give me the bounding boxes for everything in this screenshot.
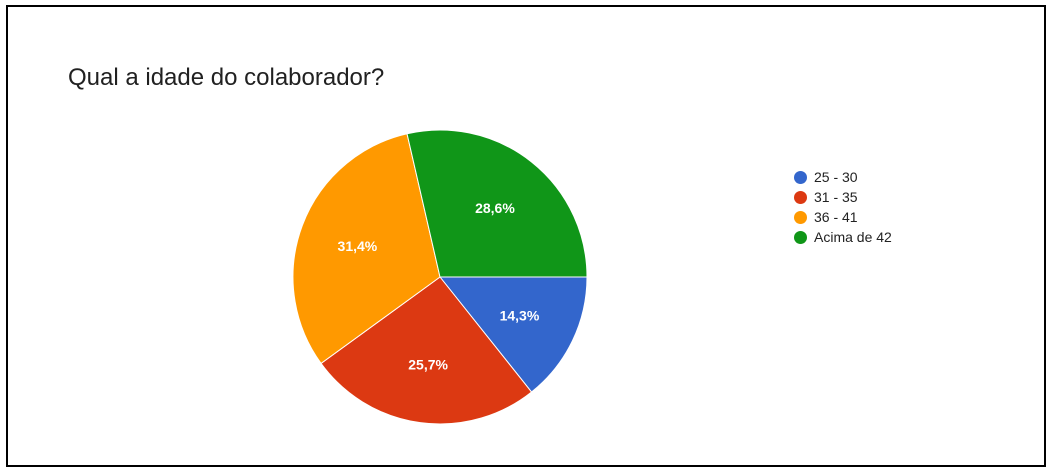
pie-chart: 14,3% 25,7% 31,4% 28,6% xyxy=(292,129,588,425)
pie-slice-25-30 xyxy=(438,276,588,393)
legend-item: Acima de 42 xyxy=(794,227,892,247)
pie-slice-31-35 xyxy=(320,276,533,425)
legend-item: 25 - 30 xyxy=(794,167,892,187)
chart-frame: Qual a idade do colaborador? 14,3% 25,7% 3… xyxy=(6,5,1046,467)
pie-slice-label: 14,3% xyxy=(500,307,540,323)
legend-swatch-icon xyxy=(794,190,807,204)
pie-slice-36-41 xyxy=(292,133,441,365)
pie-slice-acima-de-42 xyxy=(406,129,588,278)
pie-slice-label: 28,6% xyxy=(475,200,515,216)
legend-swatch-icon xyxy=(794,210,807,224)
legend-item: 36 - 41 xyxy=(794,207,892,227)
pie-slice-label: 31,4% xyxy=(338,238,378,254)
legend-swatch-icon xyxy=(794,230,807,244)
legend-label: 31 - 35 xyxy=(814,189,858,205)
chart-legend: 25 - 30 31 - 35 36 - 41 Acima de 42 xyxy=(794,167,892,247)
legend-label: 36 - 41 xyxy=(814,209,858,225)
pie-slice-label: 25,7% xyxy=(408,356,448,372)
legend-label: Acima de 42 xyxy=(814,229,892,245)
legend-label: 25 - 30 xyxy=(814,169,858,185)
legend-swatch-icon xyxy=(794,170,807,184)
legend-item: 31 - 35 xyxy=(794,187,892,207)
chart-title: Qual a idade do colaborador? xyxy=(68,64,385,91)
